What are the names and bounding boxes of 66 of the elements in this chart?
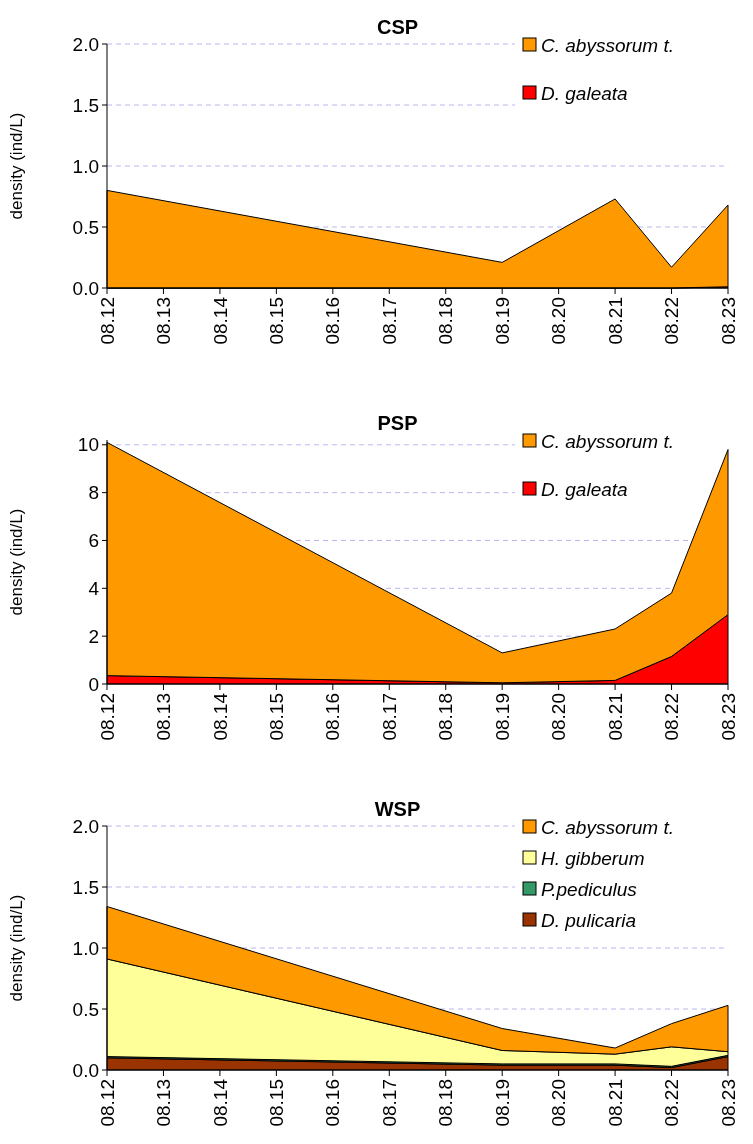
legend-label: C. abyssorum t. (541, 34, 675, 56)
x-tick-label: 08.23 (717, 297, 739, 345)
x-tick-label: 08.19 (491, 693, 513, 741)
legend-label: C. abyssorum t. (541, 430, 675, 452)
legend-label: P.pediculus (541, 878, 638, 900)
y-tick-label: 0.0 (72, 277, 99, 299)
x-tick-label: 08.13 (153, 693, 175, 741)
x-tick-label: 08.22 (661, 297, 683, 345)
x-tick-label: 08.20 (548, 1079, 570, 1127)
y-tick-label: 0.5 (72, 216, 99, 238)
y-tick-label: 2.0 (72, 33, 99, 55)
y-tick-label: 0 (88, 673, 99, 695)
x-tick-label: 08.18 (435, 297, 457, 345)
x-tick-label: 08.21 (604, 297, 626, 345)
x-tick-label: 08.19 (491, 297, 513, 345)
x-tick-label: 08.13 (153, 297, 175, 345)
y-tick-label: 1.0 (72, 155, 99, 177)
x-tick-label: 08.20 (548, 693, 570, 741)
x-tick-label: 08.15 (266, 1079, 288, 1127)
legend-label: D. galeata (541, 478, 628, 500)
x-tick-label: 08.14 (209, 692, 231, 741)
x-tick-label: 08.19 (491, 1079, 513, 1127)
x-tick-label: 08.21 (604, 693, 626, 741)
y-tick-label: 6 (88, 530, 99, 552)
y-tick-label: 1.5 (72, 94, 99, 116)
x-tick-label: 08.21 (604, 1079, 626, 1127)
legend-label: D. pulicaria (541, 909, 637, 931)
x-tick-label: 08.15 (266, 693, 288, 741)
y-axis-title: density (ind/L) (7, 508, 26, 616)
x-tick-label: 08.18 (435, 693, 457, 741)
chart-title: PSP (377, 412, 418, 434)
x-tick-label: 08.16 (322, 1079, 344, 1127)
x-tick-label: 08.15 (266, 297, 288, 345)
x-tick-label: 08.12 (96, 1079, 118, 1127)
y-tick-label: 8 (88, 482, 99, 504)
x-tick-label: 08.20 (548, 297, 570, 345)
y-axis-title: density (ind/L) (7, 112, 26, 220)
y-axis-title: density (ind/L) (7, 894, 26, 1002)
x-tick-label: 08.14 (209, 296, 231, 345)
x-tick-label: 08.18 (435, 1079, 457, 1127)
legend-label: C. abyssorum t. (541, 816, 675, 838)
y-tick-label: 4 (88, 577, 100, 599)
x-tick-label: 08.13 (153, 1079, 175, 1127)
y-tick-label: 0.0 (72, 1059, 99, 1081)
x-tick-label: 08.17 (378, 693, 400, 741)
x-tick-label: 08.17 (378, 1079, 400, 1127)
x-tick-label: 08.17 (378, 297, 400, 345)
y-tick-label: 1.5 (72, 876, 99, 898)
x-tick-label: 08.22 (661, 693, 683, 741)
x-tick-label: 08.23 (717, 1079, 739, 1127)
x-tick-label: 08.16 (322, 297, 344, 345)
y-tick-label: 0.5 (72, 998, 99, 1020)
y-tick-label: 1.0 (72, 937, 99, 959)
x-tick-label: 08.16 (322, 693, 344, 741)
chart-title: WSP (374, 798, 421, 820)
x-tick-label: 08.14 (209, 1078, 231, 1127)
y-tick-label: 2.0 (72, 815, 99, 837)
y-tick-label: 2 (88, 625, 99, 647)
x-tick-label: 08.12 (96, 693, 118, 741)
y-tick-label: 10 (77, 434, 99, 456)
x-tick-label: 08.12 (96, 297, 118, 345)
legend-label: H. gibberum (541, 847, 645, 869)
x-tick-label: 08.23 (717, 693, 739, 741)
x-tick-label: 08.22 (661, 1079, 683, 1127)
chart-title: CSP (376, 16, 419, 38)
legend-label: D. galeata (541, 82, 628, 104)
